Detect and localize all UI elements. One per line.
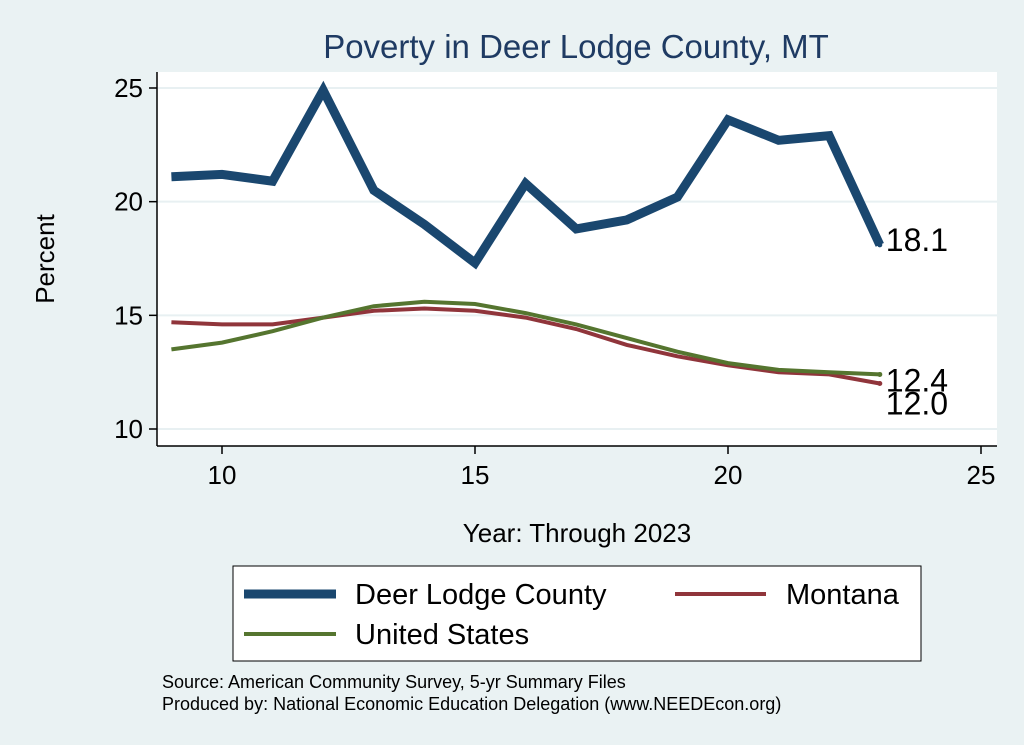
end-label: 12.4 [886, 362, 948, 398]
grid-lines [157, 87, 997, 430]
series-line-deer-lodge-county [171, 80, 884, 270]
end-labels: 18.1 12.012.4 [877, 222, 948, 422]
y-tick-label: 15 [114, 300, 143, 330]
x-tick-label: 20 [714, 460, 743, 490]
produced-by-note: Produced by: National Economic Education… [162, 694, 781, 714]
x-tick-label: 10 [208, 460, 237, 490]
end-point [877, 242, 883, 248]
end-point [877, 381, 883, 387]
y-tick-label: 25 [114, 73, 143, 103]
end-label: 12.0 [886, 386, 948, 422]
axes: 10 15 20 25 10 15 20 25 [114, 72, 997, 490]
chart-title: Poverty in Deer Lodge County, MT [323, 28, 829, 65]
series-lines [171, 80, 884, 386]
legend-label-united-states: United States [355, 619, 529, 651]
y-tick-label: 10 [114, 414, 143, 444]
x-tick-label: 25 [967, 460, 996, 490]
series-line-united-states [171, 299, 880, 377]
y-axis-title: Percent [30, 213, 60, 303]
x-tick-label: 15 [461, 460, 490, 490]
end-point [877, 371, 883, 377]
y-tick-label: 20 [114, 187, 143, 217]
x-axis-title: Year: Through 2023 [463, 518, 691, 548]
source-note: Source: American Community Survey, 5-yr … [162, 672, 626, 692]
legend-box [232, 565, 922, 662]
series-line-montana [171, 306, 881, 386]
plot-area [157, 72, 997, 446]
legend: Deer Lodge County Montana United States [232, 565, 922, 662]
end-label: 18.1 [886, 222, 948, 258]
legend-label-montana: Montana [786, 579, 900, 611]
legend-label-deer-lodge-county: Deer Lodge County [355, 579, 607, 611]
